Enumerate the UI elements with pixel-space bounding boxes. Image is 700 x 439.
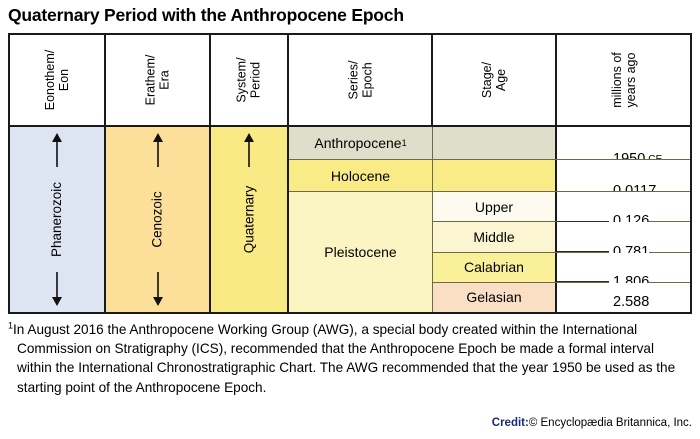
period-label: Quaternary <box>241 185 257 254</box>
tick-line <box>557 158 609 159</box>
stage-label: Middle <box>473 228 515 245</box>
column-header-erathem-era: Erathem/ Era <box>106 35 211 125</box>
page-title: Quaternary Period with the Anthropocene … <box>8 5 404 25</box>
footnote-paragraph: 1In August 2016 the Anthropocene Working… <box>8 320 680 397</box>
table-row-stage-middle: Middle 0.781 <box>433 222 690 260</box>
cell-stage-upper: Upper <box>433 192 557 222</box>
cell-age-gelasian: 2.588 <box>557 282 690 312</box>
cell-age-middle: 0.781 <box>557 222 690 260</box>
tick-line <box>557 190 609 191</box>
cell-era-cenozoic: Cenozoic <box>106 127 211 312</box>
stage-label: Upper <box>474 198 514 215</box>
cell-stage-holocene <box>433 160 557 191</box>
cell-age-upper: 0.126 <box>557 192 690 230</box>
table-row-stage-calabrian: Calabrian 1.806 <box>433 252 690 290</box>
epoch-label: Pleistocene <box>324 244 397 260</box>
arrow-up-icon <box>244 133 255 167</box>
arrow-down-icon <box>152 272 163 306</box>
arrow-down-icon <box>52 272 63 306</box>
epoch-label: Holocene <box>330 167 391 184</box>
cell-epoch-anthropocene: Anthropocene 1 <box>289 127 433 159</box>
table-row-pleistocene: Pleistocene Upper 0.126 <box>289 192 690 312</box>
cell-age-calabrian: 1.806 <box>557 252 690 290</box>
footnote-marker: 1 <box>8 320 14 331</box>
credit-text: © Encyclopædia Britannica, Inc. <box>528 417 692 429</box>
cell-stage-calabrian: Calabrian <box>433 252 557 282</box>
credit-line: Credit:© Encyclopædia Britannica, Inc. <box>492 417 692 429</box>
cell-age-anthropocene: 1950 CE <box>557 127 690 159</box>
column-header-label: Erathem/ Era <box>143 54 172 106</box>
footnote: 1In August 2016 the Anthropocene Working… <box>8 320 680 397</box>
column-header-label: millions of years ago <box>609 52 638 108</box>
column-header-series-epoch: Series/ Epoch <box>289 35 433 125</box>
geologic-time-table: Eonothem/ Eon Erathem/ Era System/ Perio… <box>8 33 692 314</box>
stage-label: Gelasian <box>466 289 522 306</box>
age-tick-1950: 1950 CE <box>557 150 690 159</box>
table-body: Phanerozoic Cenozoic Quaternary <box>10 127 690 312</box>
era-label: Cenozoic <box>150 191 165 248</box>
cell-stage-middle: Middle <box>433 222 557 252</box>
age-value: 0.0117 <box>609 183 657 191</box>
cell-age-holocene: 0.0117 <box>557 160 690 191</box>
age-value: 1950 <box>609 151 646 159</box>
table-row-stage-upper: Upper 0.126 <box>433 192 690 230</box>
pleistocene-stage-list: Upper 0.126 Middle <box>433 192 690 312</box>
table-row-holocene: Holocene 0.0117 <box>289 160 690 192</box>
column-header-label: Stage/ Age <box>479 61 508 99</box>
cell-stage-gelasian: Gelasian <box>433 282 557 312</box>
age-value: 2.588 <box>613 294 650 310</box>
age-suffix: CE <box>648 153 663 160</box>
cell-period-quaternary: Quaternary <box>211 127 289 312</box>
table-header-row: Eonothem/ Eon Erathem/ Era System/ Perio… <box>10 35 690 127</box>
cell-epoch-pleistocene: Pleistocene <box>289 192 433 312</box>
table-row-anthropocene: Anthropocene 1 1950 CE <box>289 127 690 160</box>
column-header-label: Series/ Epoch <box>346 60 374 100</box>
epoch-stage-age-stack: Anthropocene 1 1950 CE Holocene <box>289 127 690 312</box>
column-header-eonothem-eon: Eonothem/ Eon <box>10 35 106 125</box>
cell-stage-anthropocene <box>433 127 557 159</box>
table-row-stage-gelasian: Gelasian 2.588 <box>433 282 690 312</box>
column-header-label: System/ Period <box>235 57 263 103</box>
epoch-label: Anthropocene <box>314 135 402 151</box>
credit-label: Credit: <box>491 417 529 429</box>
cell-eon-phanerozoic: Phanerozoic <box>10 127 106 312</box>
eon-label: Phanerozoic <box>49 181 65 258</box>
column-header-label: Eonothem/ Eon <box>43 49 71 111</box>
arrow-up-icon <box>52 133 63 167</box>
cell-epoch-holocene: Holocene <box>289 160 433 191</box>
column-header-system-period: System/ Period <box>211 35 289 125</box>
footnote-text: In August 2016 the Anthropocene Working … <box>13 322 676 395</box>
arrow-up-icon <box>152 133 163 167</box>
age-tick-00117: 0.0117 <box>557 182 690 191</box>
column-header-millions-of-years-ago: millions of years ago <box>557 35 690 125</box>
column-header-stage-age: Stage/ Age <box>433 35 557 125</box>
stage-label: Calabrian <box>464 259 524 276</box>
